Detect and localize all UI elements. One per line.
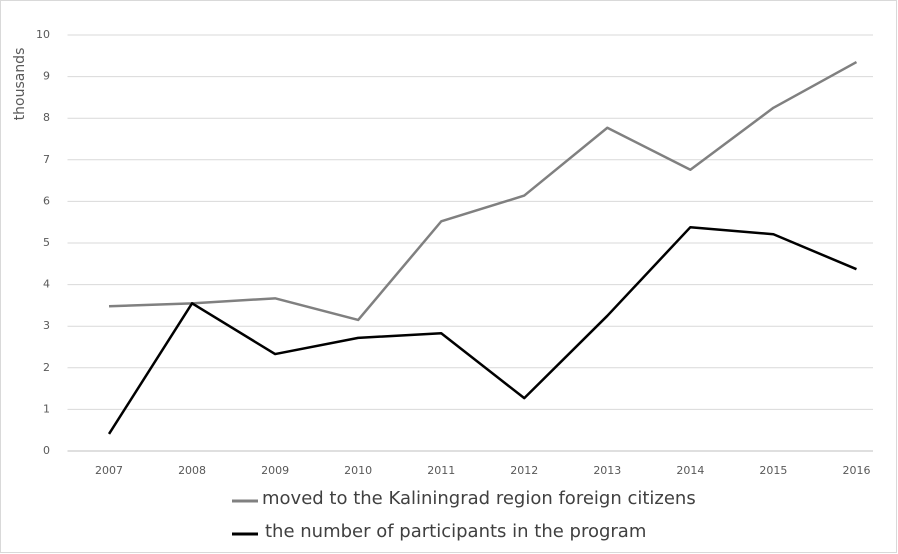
legend-text: moved to the Kaliningrad region foreign … [262, 488, 696, 509]
x-tick-label: 2014 [676, 464, 704, 477]
series-line [107, 225, 857, 435]
x-tick-label: 2011 [427, 464, 455, 477]
x-tick-label: 2007 [95, 464, 123, 477]
y-tick-label: 10 [36, 28, 50, 41]
y-tick-label: 6 [43, 194, 50, 207]
y-tick-label: 1 [43, 402, 50, 415]
y-tick-label: 9 [43, 70, 50, 83]
y-tick-label: 3 [43, 319, 50, 332]
x-tick-label: 2010 [344, 464, 372, 477]
y-tick-label: 5 [43, 236, 50, 249]
y-tick-label: 8 [43, 111, 50, 124]
x-tick-label: 2015 [759, 464, 787, 477]
x-tick-label: 2016 [842, 464, 870, 477]
x-tick-label: 2012 [510, 464, 538, 477]
y-axis-label: thousands [12, 48, 28, 121]
x-tick-label: 2013 [593, 464, 621, 477]
x-tick-label: 2008 [178, 464, 206, 477]
y-tick-label: 4 [43, 278, 50, 291]
y-tick-label: 2 [43, 361, 50, 374]
y-tick-label: 7 [43, 153, 50, 166]
series-line [108, 60, 858, 322]
legend-text: the number of participants in the progra… [265, 521, 646, 542]
y-tick-label: 0 [43, 444, 50, 457]
x-tick-label: 2009 [261, 464, 289, 477]
